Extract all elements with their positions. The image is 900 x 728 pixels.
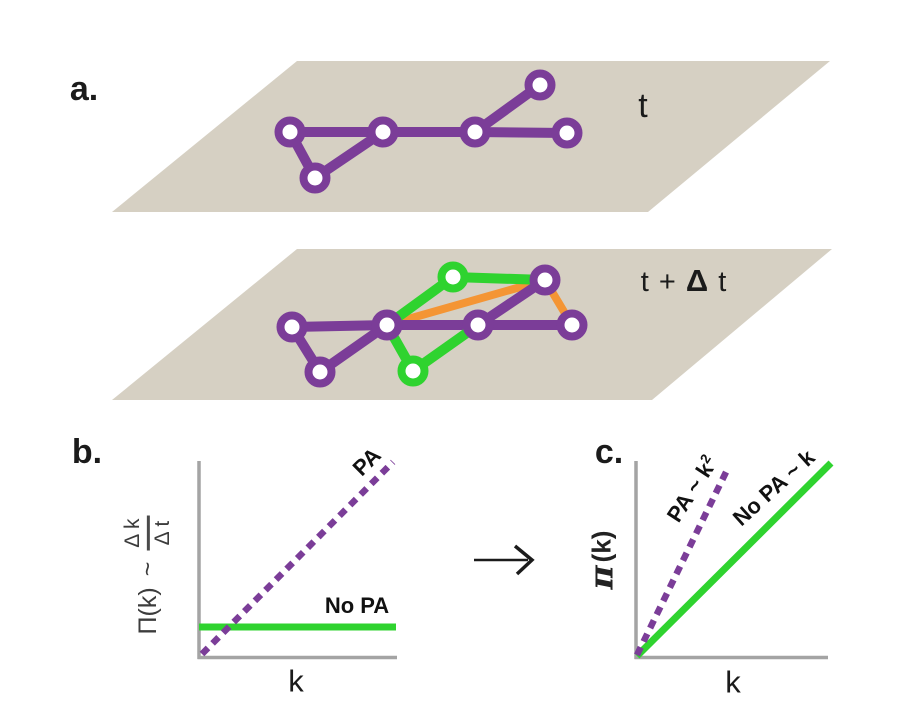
- panel-a-letter: a.: [69, 70, 99, 108]
- network-node-purple: [276, 311, 308, 343]
- panel-b-no-pa-label: No PA: [324, 593, 390, 618]
- network-time-t-plus-dt: [276, 261, 588, 388]
- arrow-head-icon: [513, 544, 535, 576]
- plane-t-label: t: [638, 87, 648, 125]
- network-node-purple: [371, 309, 403, 341]
- network-node-purple: [459, 116, 491, 148]
- network-node-purple: [299, 162, 331, 194]
- network-time-t: [274, 69, 583, 194]
- network-node-purple: [551, 117, 583, 149]
- network-node-purple: [462, 309, 494, 341]
- panel-b-pa-dashed-line: [199, 459, 396, 657]
- network-node-purple: [529, 264, 561, 296]
- plane-t-dt-label: t + Δ t: [641, 265, 728, 297]
- panel-c-y-label: π (k): [581, 530, 621, 590]
- network-node-purple: [274, 116, 306, 148]
- panel-b-y-label-sim: ~: [133, 561, 162, 577]
- network-node-purple: [524, 69, 556, 101]
- panel-b-x-label: k: [288, 663, 304, 699]
- panel-c-no-pa-line: [634, 460, 834, 659]
- plane-t-dt-label-pre: t +: [640, 266, 686, 298]
- panel-b-y-label-pi: Π(k): [133, 587, 162, 635]
- plane-t-dt-label-post: t: [709, 266, 728, 298]
- delta-symbol: Δ: [685, 263, 710, 298]
- network-node-purple: [556, 309, 588, 341]
- network-edge-orange: [383, 276, 549, 329]
- network-node-green: [397, 355, 429, 387]
- pi-symbol: π: [581, 565, 621, 590]
- panel-c-y-label-rest: (k): [586, 530, 616, 563]
- panel-b-y-label: Π(k) ~ Δ k Δ t: [120, 515, 175, 635]
- panel-c-letter: c.: [594, 433, 624, 471]
- panel-b-y-label-fraction: Δ k Δ t: [120, 515, 175, 551]
- panel-b-letter: b.: [71, 433, 103, 471]
- fraction-denominator: Δ t: [151, 520, 174, 546]
- panel-c-pa-dashed-line: [634, 466, 731, 657]
- fraction-numerator: Δ k: [120, 515, 150, 551]
- network-node-purple: [367, 116, 399, 148]
- network-node-green: [437, 261, 469, 293]
- panel-c-x-label: k: [725, 664, 741, 700]
- network-node-purple: [304, 356, 336, 388]
- network-edge-purple: [287, 320, 392, 332]
